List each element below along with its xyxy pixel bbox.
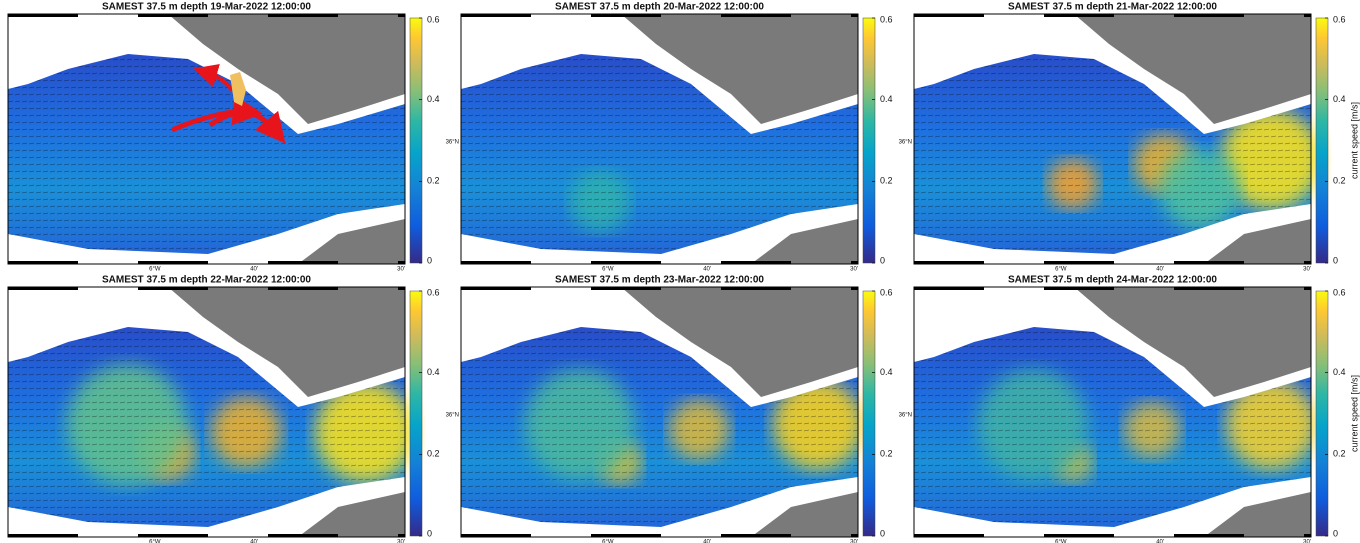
lon-label: 30' [1303, 540, 1311, 543]
colorbar-tick-label: 0.6 [427, 14, 440, 24]
map-panel: SAMEST 37.5 m depth 24-Mar-2022 12:00:00… [899, 275, 1360, 543]
map-panel: SAMEST 37.5 m depth 21-Mar-2022 12:00:00… [899, 2, 1360, 273]
colorbar-tick-label: 0.4 [880, 94, 893, 104]
lon-label: 6°W [602, 267, 614, 273]
lon-label: 40' [250, 540, 258, 543]
colorbar [863, 18, 875, 263]
lat-label: 36°N [899, 140, 912, 146]
panel-title: SAMEST 37.5 m depth 19-Mar-2022 12:00:00 [102, 2, 311, 13]
colorbar [863, 291, 875, 536]
colorbar-tick-label: 0 [1333, 255, 1338, 265]
colorbar-tick-label: 0.6 [880, 14, 893, 24]
colorbar-tick-label: 0 [880, 528, 885, 538]
colorbar [410, 291, 422, 536]
lon-label: 6°W [1055, 267, 1067, 273]
colorbar [1316, 291, 1328, 536]
colorbar-tick-label: 0.6 [427, 287, 440, 297]
colorbar [410, 18, 422, 263]
colorbar-label: current speed [m/s] [1349, 375, 1359, 452]
colorbar-tick-label: 0.4 [1333, 367, 1346, 377]
colorbar-tick-label: 0.4 [1333, 94, 1346, 104]
colorbar-tick-label: 0.6 [880, 287, 893, 297]
colorbar-tick-label: 0.2 [880, 176, 893, 186]
lon-label: 40' [250, 267, 258, 273]
colorbar-tick-label: 0.4 [427, 94, 440, 104]
colorbar [1316, 18, 1328, 263]
colorbar-tick-label: 0.2 [880, 449, 893, 459]
colorbar-tick-label: 0 [880, 255, 885, 265]
lat-label: 36°N [446, 140, 459, 146]
panel-title: SAMEST 37.5 m depth 23-Mar-2022 12:00:00 [555, 275, 764, 286]
lon-label: 30' [397, 540, 405, 543]
colorbar-tick-label: 0.2 [427, 176, 440, 186]
lon-label: 40' [703, 267, 711, 273]
map-panel: SAMEST 37.5 m depth 20-Mar-2022 12:00:00… [446, 2, 893, 273]
colorbar-tick-label: 0.2 [1333, 449, 1346, 459]
colorbar-tick-label: 0.6 [1333, 287, 1346, 297]
panel-title: SAMEST 37.5 m depth 20-Mar-2022 12:00:00 [555, 2, 764, 13]
colorbar-label: current speed [m/s] [1349, 102, 1359, 179]
lon-label: 30' [850, 267, 858, 273]
lon-label: 40' [1156, 540, 1164, 543]
colorbar-tick-label: 0 [427, 255, 432, 265]
lon-label: 6°W [602, 540, 614, 543]
lat-label: 36°N [899, 413, 912, 419]
colorbar-tick-label: 0.6 [1333, 14, 1346, 24]
colorbar-tick-label: 0.2 [1333, 176, 1346, 186]
lon-label: 30' [850, 540, 858, 543]
colorbar-tick-label: 0 [1333, 528, 1338, 538]
colorbar-tick-label: 0.4 [427, 367, 440, 377]
lon-label: 40' [703, 540, 711, 543]
colorbar-tick-label: 0 [427, 528, 432, 538]
lon-label: 6°W [149, 267, 161, 273]
panel-title: SAMEST 37.5 m depth 21-Mar-2022 12:00:00 [1008, 2, 1217, 13]
lon-label: 6°W [149, 540, 161, 543]
panel-title: SAMEST 37.5 m depth 22-Mar-2022 12:00:00 [102, 275, 311, 286]
figure: SAMEST 37.5 m depth 19-Mar-2022 12:00:00… [0, 0, 1360, 543]
lat-label: 36°N [446, 413, 459, 419]
map-panel: SAMEST 37.5 m depth 23-Mar-2022 12:00:00… [446, 275, 893, 543]
lon-label: 40' [1156, 267, 1164, 273]
lon-label: 30' [397, 267, 405, 273]
map-panel: SAMEST 37.5 m depth 19-Mar-2022 12:00:00… [8, 2, 440, 273]
map-panel: SAMEST 37.5 m depth 22-Mar-2022 12:00:00… [8, 275, 440, 543]
lon-label: 30' [1303, 267, 1311, 273]
colorbar-tick-label: 0.4 [880, 367, 893, 377]
panels: SAMEST 37.5 m depth 19-Mar-2022 12:00:00… [8, 2, 1359, 543]
panel-title: SAMEST 37.5 m depth 24-Mar-2022 12:00:00 [1008, 275, 1217, 286]
colorbar-tick-label: 0.2 [427, 449, 440, 459]
lon-label: 6°W [1055, 540, 1067, 543]
